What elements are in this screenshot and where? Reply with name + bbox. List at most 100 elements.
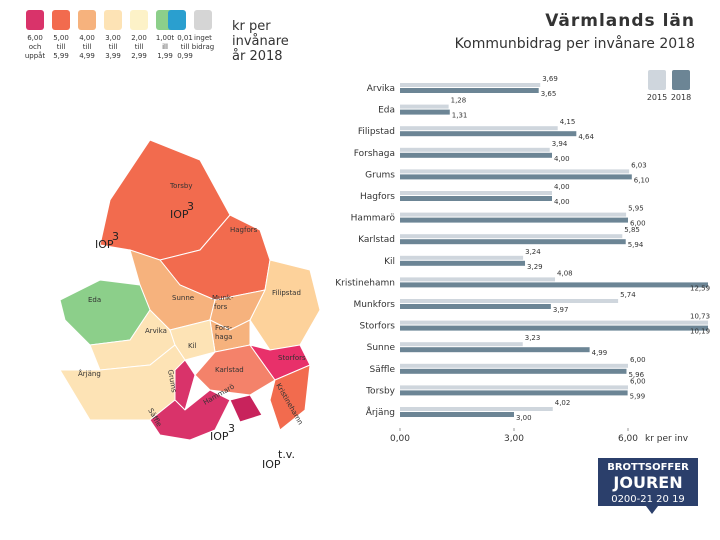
bar [400, 217, 628, 223]
legend-label: 6,00 [27, 34, 43, 42]
legend-label: till [57, 43, 66, 51]
value-label: 6,00 [630, 220, 646, 228]
value-label: 4,08 [557, 269, 573, 277]
value-label: 1,28 [451, 97, 467, 105]
legend-swatch [648, 70, 666, 90]
value-label: 10,73 [690, 313, 710, 321]
y-tick-label: Arvika [367, 84, 395, 94]
iop-label: IOP [210, 430, 229, 443]
region [174, 359, 196, 411]
value-label: 4,00 [554, 198, 570, 206]
swatch [104, 10, 122, 30]
iop-label: 3 [228, 422, 235, 435]
region [149, 389, 231, 441]
value-label: 12,59 [690, 284, 710, 292]
bar [400, 109, 450, 115]
unit-note: år 2018 [232, 49, 283, 64]
bar [400, 304, 551, 309]
swatch [194, 10, 212, 30]
bar [400, 277, 556, 282]
value-label: 3,00 [516, 414, 532, 422]
bar [400, 147, 550, 152]
bar [400, 152, 552, 158]
map-label: Filipstad [272, 289, 301, 297]
bar [400, 239, 626, 245]
legend-label: ill [162, 43, 168, 51]
bar [400, 390, 628, 396]
legend-label: och [29, 43, 42, 51]
iop-label: 3 [112, 230, 119, 243]
bar [400, 368, 627, 374]
map-label: Årjäng [78, 369, 101, 378]
logo-text: JOUREN [612, 473, 682, 492]
y-tick-label: Kristinehamn [335, 278, 395, 288]
y-tick-label: Sunne [367, 343, 396, 353]
iop-label: IOP [262, 458, 281, 471]
map-label: Hagfors [230, 226, 258, 234]
map-label: Fors- [215, 324, 233, 332]
swatch [130, 10, 148, 30]
value-label: 5,95 [628, 205, 644, 213]
value-label: 4,99 [592, 349, 608, 357]
bar [400, 196, 552, 201]
bar [400, 282, 708, 288]
legend-label: 0,99 [177, 52, 193, 60]
chart-title: Värmlands län [545, 11, 695, 31]
legend-label: 2018 [671, 93, 691, 102]
value-label: 6,03 [631, 161, 647, 169]
legend-label: 5,99 [53, 52, 69, 60]
bar [400, 347, 590, 353]
map-label: Munk- [212, 294, 234, 302]
legend-label: 4,00 [79, 34, 95, 42]
bar [400, 169, 630, 174]
legend-label: till [135, 43, 144, 51]
value-label: 3,23 [525, 334, 541, 342]
bar [400, 325, 708, 331]
legend-label: till [109, 43, 118, 51]
value-label: 6,10 [634, 176, 650, 184]
unit-note: invånare [232, 34, 289, 49]
y-tick-label: Eda [378, 106, 395, 116]
swatch [26, 10, 44, 30]
y-tick-label: Hagfors [360, 192, 395, 202]
value-label: 5,99 [630, 392, 646, 400]
legend-label: 1,00t [156, 34, 175, 42]
bar [400, 255, 524, 260]
value-label: 3,65 [541, 90, 557, 98]
legend-label: 3,99 [105, 52, 121, 60]
value-label: 3,29 [527, 263, 543, 271]
y-tick-label: Torsby [365, 386, 396, 396]
bar [400, 363, 628, 368]
value-label: 1,31 [452, 112, 468, 120]
logo-text: BROTTSOFFER [607, 462, 689, 473]
bar [400, 88, 539, 93]
legend-label: uppåt [25, 51, 46, 60]
legend-label: bidrag [192, 43, 214, 51]
value-label: 4,15 [560, 118, 576, 126]
y-tick-label: Munkfors [354, 300, 396, 310]
map-label: Grums [166, 369, 178, 394]
y-tick-label: Hammarö [351, 214, 396, 224]
bar [400, 126, 558, 131]
value-label: 6,00 [630, 377, 646, 385]
swatch [168, 10, 186, 30]
value-label: 3,94 [552, 140, 568, 148]
x-tick-label: 0,00 [390, 434, 410, 444]
x-axis-label: kr per inv [645, 434, 689, 444]
map-legend [26, 10, 212, 30]
y-tick-label: Kil [384, 257, 395, 267]
value-label: 4,64 [578, 133, 594, 141]
bar [400, 191, 552, 195]
y-tick-label: Säffle [370, 365, 396, 375]
value-label: 5,74 [620, 291, 636, 299]
chart-subtitle: Kommunbidrag per invånare 2018 [455, 35, 695, 52]
value-label: 4,00 [554, 155, 570, 163]
bar [400, 342, 523, 347]
map-label: fors [214, 303, 228, 311]
value-label: 3,97 [553, 306, 569, 314]
iop-label: t.v. [278, 448, 295, 461]
legend-label: inget [194, 34, 212, 42]
logo: BROTTSOFFER JOUREN 0200-21 20 19 [598, 458, 698, 514]
legend-label: 2,00 [131, 34, 147, 42]
x-tick-label: 6,00 [618, 434, 638, 444]
